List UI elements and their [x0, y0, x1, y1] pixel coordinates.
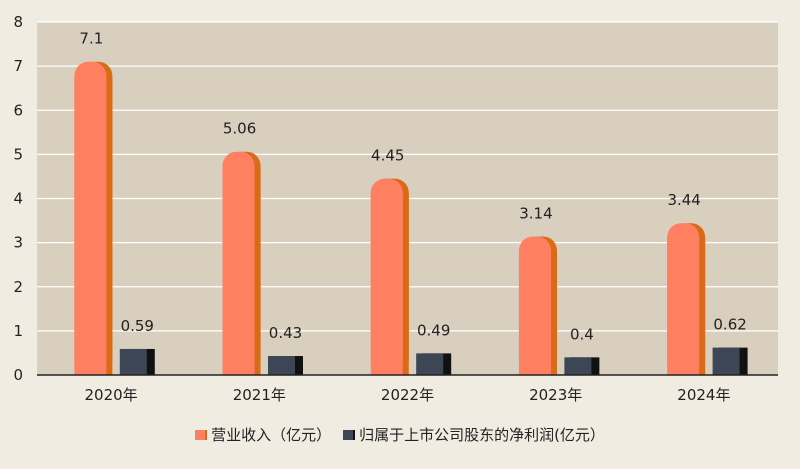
bar-face [222, 165, 255, 375]
bar-face [712, 347, 740, 375]
data-label: 3.14 [519, 204, 552, 222]
axis-ticks: 0 1 2 3 4 5 6 7 8 [13, 13, 23, 384]
x-tick-label: 2021年 [233, 386, 286, 404]
x-tick-label: 2024年 [677, 386, 730, 404]
y-tick-label: 1 [13, 322, 23, 340]
bar-net-profit [416, 353, 452, 375]
legend-label-revenue: 营业收入（亿元） [211, 426, 332, 444]
y-tick-label: 0 [13, 366, 23, 384]
data-label: 7.1 [79, 30, 103, 48]
data-label: 4.45 [371, 147, 404, 165]
bar-face [564, 357, 592, 375]
bar-revenue [74, 61, 113, 376]
bar-face [416, 353, 444, 375]
data-label: 5.06 [223, 120, 256, 138]
y-tick-label: 8 [13, 13, 23, 31]
bar-face [370, 192, 403, 375]
bar-revenue [518, 236, 557, 375]
bar-net-profit [119, 348, 155, 375]
data-label: 0.49 [417, 321, 450, 339]
bar-revenue [667, 223, 706, 375]
x-tick-label: 2020年 [85, 386, 138, 404]
bar-revenue [222, 151, 261, 375]
legend-label-net-profit: 归属于上市公司股东的净利润(亿元） [359, 426, 605, 444]
y-tick-label: 7 [13, 57, 23, 75]
x-tick-label: 2022年 [381, 386, 434, 404]
legend: 营业收入（亿元） 归属于上市公司股东的净利润(亿元） [0, 424, 800, 445]
bar-face [667, 237, 700, 375]
y-tick-label: 6 [13, 101, 23, 119]
data-label: 0.62 [713, 316, 746, 334]
bar-face [518, 250, 551, 375]
bar-face [74, 75, 107, 376]
y-tick-label: 3 [13, 234, 23, 252]
x-axis-ticks: 2020年 2021年 2022年 2023年 2024年 [85, 386, 731, 404]
bar-net-profit [267, 356, 303, 375]
bar-face [119, 348, 147, 375]
legend-swatch-net-profit [343, 429, 354, 440]
data-label: 0.59 [121, 317, 154, 335]
bar-face [267, 356, 295, 375]
legend-item-revenue: 营业收入（亿元） [195, 424, 331, 445]
y-tick-label: 4 [13, 190, 23, 208]
data-label: 3.44 [667, 191, 700, 209]
legend-swatch-revenue [195, 429, 206, 440]
y-tick-label: 2 [13, 278, 23, 296]
bar-revenue [370, 178, 409, 375]
y-tick-label: 5 [13, 145, 23, 163]
data-labels: 7.1 0.59 5.06 0.43 4.45 0.49 3.14 0.4 3.44 0.62 [79, 30, 746, 344]
data-label: 0.43 [269, 324, 302, 342]
data-label: 0.4 [570, 325, 594, 343]
bars [74, 61, 748, 376]
bar-net-profit [712, 347, 748, 375]
x-tick-label: 2023年 [529, 386, 582, 404]
legend-item-net-profit: 归属于上市公司股东的净利润(亿元） [343, 424, 605, 445]
bar-net-profit [564, 357, 600, 375]
